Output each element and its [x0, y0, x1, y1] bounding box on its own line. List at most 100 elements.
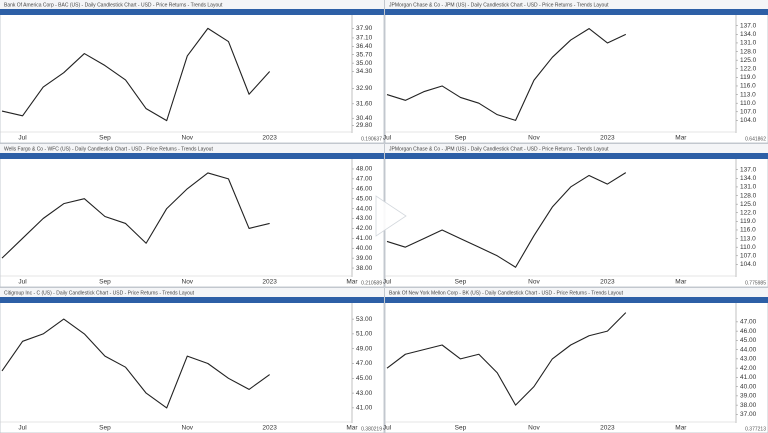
y-tick-label: 125.0 — [740, 201, 757, 208]
y-tick-label: 35.70 — [356, 51, 373, 58]
y-tick-label: 119.0 — [740, 218, 756, 225]
y-tick-label: 34.30 — [356, 68, 373, 75]
y-tick-label: 110.0 — [740, 244, 756, 251]
corner-label: 0.210589 — [361, 280, 382, 286]
x-tick-label: Sep — [455, 135, 467, 142]
panel-bg — [384, 143, 768, 288]
x-tick-label: Sep — [99, 135, 111, 142]
y-tick-label: 30.40 — [356, 115, 373, 122]
y-tick-label: 113.0 — [740, 91, 756, 98]
title-bar — [0, 0, 384, 9]
y-tick-label: 51.00 — [356, 331, 373, 338]
x-tick-label: Mar — [675, 279, 687, 286]
y-tick-label: 113.0 — [740, 235, 756, 242]
x-tick-label: Sep — [99, 279, 111, 286]
corner-label: 0.190637 — [361, 136, 382, 142]
y-tick-label: 137.0 — [740, 22, 757, 29]
x-tick-label: Jul — [18, 135, 27, 142]
y-tick-label: 36.40 — [356, 43, 373, 50]
price-line — [1, 172, 270, 259]
chart-title: Bank Of America Corp - BAC (US) - Daily … — [4, 2, 223, 8]
chart-panel: JPMorgan Chase & Co - JPM (US) - Daily C… — [383, 0, 768, 144]
y-tick-label: 41.00 — [356, 405, 373, 412]
y-tick-label: 40.00 — [356, 245, 373, 252]
play-icon[interactable] — [375, 195, 407, 237]
y-tick-label: 47.00 — [356, 360, 373, 367]
x-tick-label: Nov — [528, 135, 540, 142]
y-tick-label: 42.00 — [356, 225, 373, 232]
chart-panel: Bank Of America Corp - BAC (US) - Daily … — [0, 0, 385, 144]
x-tick-label: Nov — [182, 279, 194, 286]
date-strip — [385, 9, 768, 15]
chart-title: Citigroup Inc - C (US) - Daily Candlesti… — [4, 290, 195, 296]
y-tick-label: 45.00 — [740, 337, 757, 344]
chart-title: JPMorgan Chase & Co - JPM (US) - Daily C… — [389, 2, 609, 8]
x-tick-label: 2023 — [600, 135, 615, 142]
chart-panel: Citigroup Inc - C (US) - Daily Candlesti… — [0, 287, 385, 433]
y-tick-label: 48.00 — [356, 166, 373, 173]
y-tick-label: 37.00 — [740, 411, 757, 418]
y-tick-label: 39.00 — [356, 255, 373, 262]
x-tick-label: Nov — [182, 135, 194, 142]
corner-label: 0.775985 — [745, 280, 766, 286]
x-tick-label: Nov — [182, 425, 194, 432]
y-tick-label: 125.0 — [740, 57, 757, 64]
y-tick-label: 49.00 — [356, 345, 373, 352]
y-tick-label: 134.0 — [740, 175, 757, 182]
x-tick-label: Sep — [455, 425, 467, 432]
corner-label: 0.641862 — [745, 136, 766, 142]
panel-bg — [0, 287, 385, 433]
y-tick-label: 137.0 — [740, 166, 757, 173]
panel-bg — [0, 143, 385, 288]
x-tick-label: Mar — [675, 135, 687, 142]
date-strip — [0, 153, 384, 159]
y-tick-label: 35.00 — [356, 60, 373, 67]
price-line — [386, 312, 627, 406]
x-tick-label: Jul — [383, 425, 392, 432]
x-tick-label: Mar — [675, 425, 687, 432]
x-tick-label: Sep — [99, 425, 111, 432]
y-tick-label: 43.00 — [356, 215, 373, 222]
panel-bg — [0, 0, 385, 144]
date-strip — [0, 9, 384, 15]
x-tick-label: Nov — [528, 279, 540, 286]
y-tick-label: 122.0 — [740, 209, 757, 216]
panel-bg — [384, 287, 768, 433]
x-tick-label: 2023 — [600, 425, 615, 432]
price-line — [386, 28, 627, 121]
x-tick-label: Sep — [455, 279, 467, 286]
chart-title: JPMorgan Chase & Co - JPM (US) - Daily C… — [389, 146, 609, 152]
y-tick-label: 32.90 — [356, 85, 373, 92]
y-tick-label: 40.00 — [740, 383, 757, 390]
play-button[interactable] — [375, 195, 407, 237]
chart-panel: JPMorgan Chase & Co - JPM (US) - Daily C… — [383, 143, 768, 288]
y-tick-label: 41.00 — [740, 374, 757, 381]
y-tick-label: 37.10 — [356, 35, 373, 42]
title-bar — [385, 288, 768, 297]
y-tick-label: 47.00 — [356, 176, 373, 183]
price-line — [1, 27, 271, 122]
y-tick-label: 37.90 — [356, 25, 373, 32]
x-tick-label: 2023 — [262, 279, 277, 286]
price-line — [386, 172, 627, 268]
y-tick-label: 104.0 — [740, 117, 757, 124]
chart-panel: Wells Fargo & Co - WFC (US) - Daily Cand… — [0, 143, 385, 288]
y-tick-label: 53.00 — [356, 316, 373, 323]
y-tick-label: 45.00 — [356, 195, 373, 202]
chart-title: Wells Fargo & Co - WFC (US) - Daily Cand… — [4, 146, 213, 152]
title-bar — [0, 144, 384, 153]
y-tick-label: 46.00 — [740, 328, 757, 335]
y-tick-label: 31.60 — [356, 101, 373, 108]
y-tick-label: 43.00 — [356, 390, 373, 397]
y-tick-label: 46.00 — [356, 185, 373, 192]
price-line — [1, 318, 270, 409]
corner-label: 0.377213 — [745, 426, 766, 432]
x-tick-label: Jul — [383, 135, 392, 142]
y-tick-label: 128.0 — [740, 48, 757, 55]
y-tick-label: 29.80 — [356, 122, 373, 129]
y-tick-label: 38.00 — [356, 265, 373, 272]
y-tick-label: 116.0 — [740, 227, 756, 234]
y-tick-label: 38.00 — [740, 402, 757, 409]
y-tick-label: 44.00 — [740, 346, 757, 353]
